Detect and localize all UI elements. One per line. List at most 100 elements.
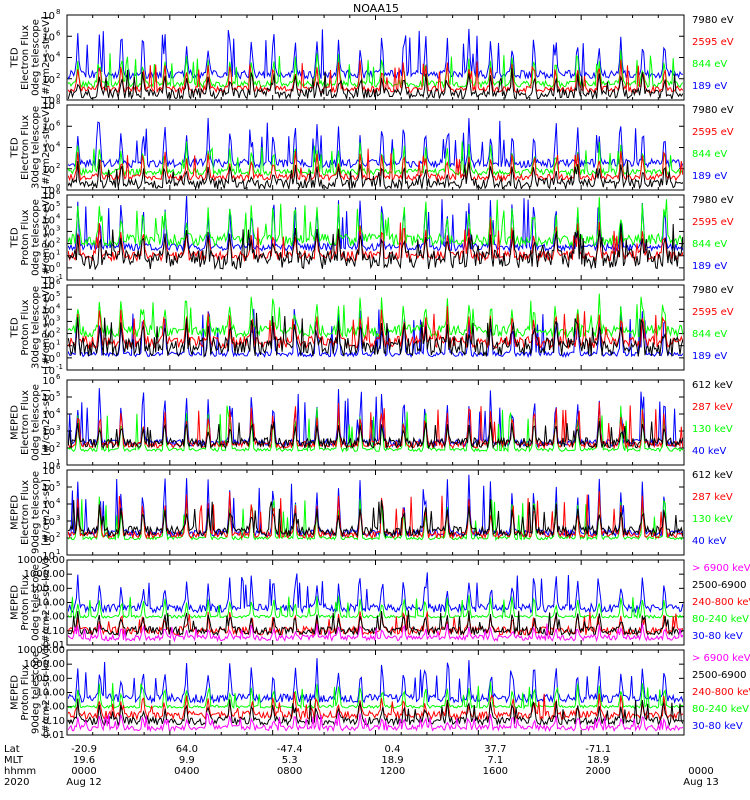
y-tick-base: 10 xyxy=(42,393,55,404)
y-tick-label: 10 2 xyxy=(42,72,60,86)
y-tick-label: 10 1 xyxy=(42,339,60,353)
footer-date-value: Aug 13 xyxy=(683,777,718,788)
y-tick-base: 10 xyxy=(42,410,55,421)
y-tick-base: 10 xyxy=(42,305,55,316)
y-tick-base: 10 xyxy=(42,483,55,494)
y-tick-label-text: 0.01 xyxy=(43,640,65,651)
y-tick-label: 10000.00 xyxy=(17,645,65,656)
y-tick-label-text: 0.01 xyxy=(43,730,65,741)
y-tick-label: 10 4 xyxy=(42,51,61,65)
series-line-blue xyxy=(68,306,683,359)
y-axis-label: MEPEDElectron Flux90deg telescope[#/cm2-… xyxy=(9,471,52,554)
y-tick-label: 10 2 xyxy=(42,162,60,176)
y-tick-label: 10 4 xyxy=(42,141,61,155)
y-tick-base: 10 xyxy=(42,317,55,328)
y-tick-label: 0.10 xyxy=(43,626,65,637)
y-tick-base: 10 xyxy=(42,32,55,43)
y-axis-label-line: Electron Flux xyxy=(20,115,31,180)
y-tick-base: 10 xyxy=(42,517,55,528)
y-tick-base: 10 xyxy=(42,534,55,545)
y-tick-label: 10 3 xyxy=(42,424,60,438)
y-axis-label-line: [#/cm2-s-str-eV] xyxy=(41,286,52,369)
y-tick-label: 10 0 xyxy=(42,93,60,107)
legend-entry: 40 keV xyxy=(692,446,726,457)
y-tick-exp: 6 xyxy=(56,463,61,471)
y-tick-label: 10 1 xyxy=(42,458,60,472)
y-axis-label-line: 0deg telescope xyxy=(30,19,41,96)
series-line-black xyxy=(68,421,683,450)
y-axis-label-line: Proton Flux xyxy=(20,574,31,630)
y-tick-label: 10.00 xyxy=(36,688,65,699)
footer-hhmm-value: 2000 xyxy=(585,766,610,777)
y-axis-label-line: 0deg telescope xyxy=(30,384,41,461)
y-tick-label-text: 0.10 xyxy=(43,626,65,637)
y-tick-exp: 4 xyxy=(56,212,61,220)
y-tick-label: 10 2 xyxy=(42,531,60,545)
y-tick-exp: 2 xyxy=(56,441,60,449)
y-tick-label: 10 5 xyxy=(42,480,60,494)
plot-area xyxy=(68,117,683,189)
legend-entry: 189 eV xyxy=(692,261,727,272)
y-tick-label-text: 1.00 xyxy=(43,702,65,713)
y-tick-label: 10 0 xyxy=(42,351,60,365)
y-tick-exp: -1 xyxy=(56,273,63,281)
y-tick-base: 10 xyxy=(42,215,55,226)
y-tick-base: 10 xyxy=(42,144,55,155)
footer-lat-value: -71.1 xyxy=(585,744,611,755)
y-tick-base: 10 xyxy=(42,203,55,214)
y-tick-base: 10 xyxy=(42,293,55,304)
y-axis-label-line: [#/cm2-s-str-eV] xyxy=(41,16,52,99)
legend-entry: 2500-6900 xyxy=(692,580,747,591)
y-axis-label-line: 90deg telescope xyxy=(30,651,41,734)
y-tick-base: 10 xyxy=(42,276,55,287)
series-line-red xyxy=(68,306,683,350)
series-line-green xyxy=(68,595,683,620)
y-axis-label-line: Electron Flux xyxy=(20,25,31,90)
y-axis-label-line: Electron Flux xyxy=(20,480,31,545)
y-tick-base: 10 xyxy=(42,466,55,477)
y-tick-label: 10 2 xyxy=(42,327,60,341)
y-tick-exp: 4 xyxy=(56,497,61,505)
footer-row-label: Lat xyxy=(4,744,20,755)
y-tick-base: 10 xyxy=(42,354,55,365)
y-axis-label-line: 90deg telescope xyxy=(30,471,41,554)
y-tick-base: 10 xyxy=(42,75,55,86)
footer-hhmm-value: 0000 xyxy=(71,766,96,777)
y-tick-label-text: 10.00 xyxy=(36,688,65,699)
y-tick-exp: 2 xyxy=(56,327,60,335)
series-line-magenta xyxy=(68,623,683,643)
y-tick-label: 1000.00 xyxy=(24,659,65,670)
y-tick-label: 0.01 xyxy=(43,640,65,651)
series-line-green xyxy=(68,293,683,339)
y-tick-label: 10 4 xyxy=(42,212,61,226)
y-tick-label: 100.00 xyxy=(30,673,65,684)
y-tick-label: 10 6 xyxy=(42,278,61,292)
series-line-green xyxy=(68,492,683,542)
y-tick-base: 10 xyxy=(42,330,55,341)
y-tick-exp: 3 xyxy=(56,424,60,432)
y-tick-label: 10 2 xyxy=(42,441,60,455)
y-tick-label: 10 3 xyxy=(42,314,60,328)
legend-entry: 7980 eV xyxy=(692,195,734,206)
footer-hhmm-value: 0400 xyxy=(174,766,199,777)
legend-entry: 7980 eV xyxy=(692,105,734,116)
y-axis-label-line: 0deg telescope xyxy=(30,564,41,641)
y-axis-label-line: [#/cm2-s-str] xyxy=(41,479,52,546)
legend-entry: 130 keV xyxy=(692,514,733,525)
legend-entry: > 6900 keV xyxy=(692,563,750,574)
footer-lat-value: 64.0 xyxy=(176,744,198,755)
footer-lat-value: -20.9 xyxy=(71,744,97,755)
y-tick-exp: 1 xyxy=(56,249,60,257)
y-tick-base: 10 xyxy=(42,96,55,107)
y-tick-label: 10 -1 xyxy=(42,363,63,377)
y-axis-label-line: [#/cm2-s-str-keV] xyxy=(41,648,52,736)
y-tick-label: 10 8 xyxy=(42,98,60,112)
y-axis-label: TEDProton Flux0deg telescope[#/cm2-s-str… xyxy=(9,196,52,279)
series-line-black xyxy=(68,67,683,99)
y-axis-label-line: 30deg telescope xyxy=(30,286,41,369)
y-tick-label-text: 1.00 xyxy=(43,612,65,623)
